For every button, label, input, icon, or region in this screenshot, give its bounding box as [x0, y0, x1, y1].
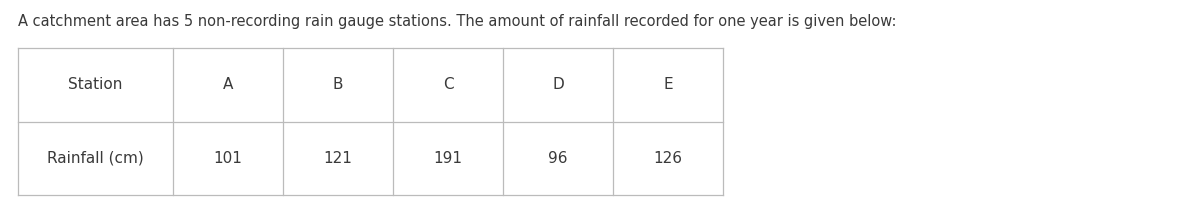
Text: C: C: [443, 77, 454, 92]
Text: A catchment area has 5 non-recording rain gauge stations. The amount of rainfall: A catchment area has 5 non-recording rai…: [18, 14, 896, 29]
Text: Rainfall (cm): Rainfall (cm): [47, 151, 144, 166]
Text: 96: 96: [548, 151, 568, 166]
Text: Station: Station: [68, 77, 122, 92]
Text: E: E: [664, 77, 673, 92]
Text: 191: 191: [433, 151, 462, 166]
Text: A: A: [223, 77, 233, 92]
Text: D: D: [552, 77, 564, 92]
Text: B: B: [332, 77, 343, 92]
Text: 126: 126: [654, 151, 683, 166]
Text: 101: 101: [214, 151, 242, 166]
Text: 121: 121: [324, 151, 353, 166]
